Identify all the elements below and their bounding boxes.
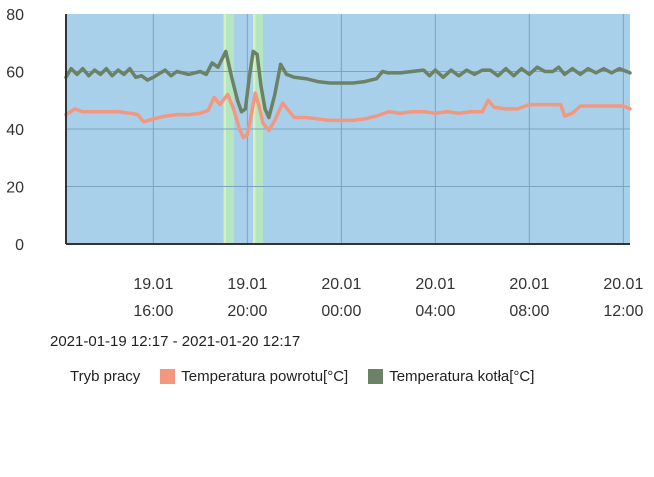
y-tick-label: 80 — [6, 7, 24, 24]
y-axis-ticks: 0 20 40 60 80 — [6, 7, 24, 254]
x-axis-ticks: 19.01 16:00 19.01 20:00 20.01 00:00 20.01 04:00… — [133, 276, 643, 320]
legend-item-operating-mode[interactable]: Tryb pracy — [70, 368, 140, 385]
legend-label: Temperatura kotła[°C] — [389, 368, 535, 385]
y-tick-label: 40 — [6, 122, 24, 139]
y-tick-label: 60 — [6, 65, 24, 82]
x-tick-date: 20.01 — [321, 276, 361, 293]
legend-label: Tryb pracy — [70, 368, 141, 385]
x-tick-time: 12:00 — [603, 303, 643, 320]
x-tick-date: 20.01 — [415, 276, 455, 293]
legend-swatch-return — [160, 369, 176, 384]
legend-item-return-temperature[interactable]: Temperatura powrotu[°C] — [160, 368, 348, 385]
y-tick-label: 20 — [6, 180, 24, 197]
x-tick-time: 20:00 — [227, 303, 267, 320]
series-layer — [64, 49, 632, 140]
series-line-boiler-temperature — [64, 49, 632, 120]
x-tick-date: 19.01 — [133, 276, 173, 293]
y-tick-label: 0 — [15, 237, 24, 254]
series-line-return-temperature — [64, 91, 632, 140]
axes-layer — [65, 14, 630, 245]
legend-label: Temperatura powrotu[°C] — [181, 368, 349, 385]
time-range-label: 2021-01-19 12:17 - 2021-01-20 12:17 — [50, 333, 301, 350]
legend: Tryb pracy Temperatura powrotu[°C] Tempe… — [70, 368, 554, 385]
x-tick-time: 00:00 — [321, 303, 361, 320]
x-tick-date: 20.01 — [603, 276, 643, 293]
x-tick-time: 08:00 — [509, 303, 549, 320]
x-tick-time: 16:00 — [133, 303, 173, 320]
x-tick-date: 20.01 — [509, 276, 549, 293]
legend-swatch-boiler — [368, 369, 384, 384]
temperature-chart: 0 20 40 60 80 19.01 16:00 19.01 20:00 20.01 00:00… — [6, 7, 643, 320]
legend-item-boiler-temperature[interactable]: Temperatura kotła[°C] — [368, 368, 534, 385]
x-tick-date: 19.01 — [227, 276, 267, 293]
x-tick-time: 04:00 — [415, 303, 455, 320]
